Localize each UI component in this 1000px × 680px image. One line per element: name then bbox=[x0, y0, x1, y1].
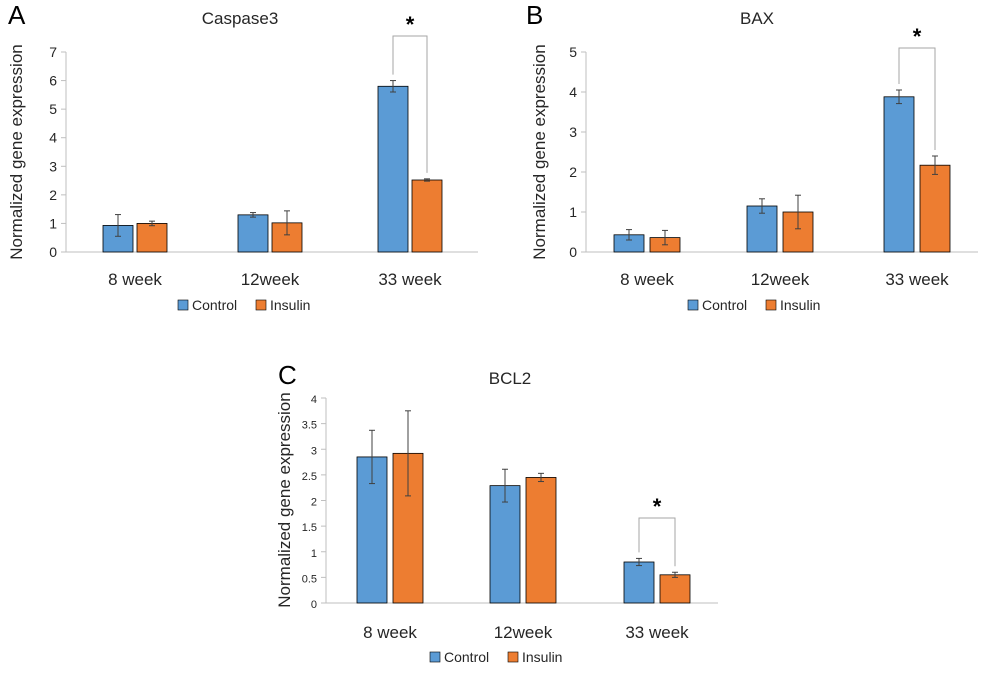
y-tick-label: 7 bbox=[49, 44, 57, 60]
legend-swatch-insulin bbox=[765, 299, 777, 311]
legend-swatch-insulin bbox=[255, 299, 267, 311]
panel-letter: A bbox=[8, 0, 26, 30]
bar-control bbox=[377, 85, 409, 253]
y-tick-label: 0 bbox=[569, 244, 577, 260]
x-tick-label: 8 week bbox=[108, 270, 162, 289]
y-tick-label: 4 bbox=[49, 130, 57, 146]
legend-label-insulin: Insulin bbox=[270, 297, 310, 313]
x-tick-label: 12week bbox=[241, 270, 300, 289]
bar-control bbox=[237, 214, 269, 253]
y-tick-label: 0 bbox=[311, 599, 317, 611]
y-tick-label: 1 bbox=[49, 215, 57, 231]
chart-panel-b: B BAX 0 1 2 3 4 5 Normalized gene expression 8 we… bbox=[526, 0, 978, 313]
significance-star: * bbox=[406, 12, 415, 37]
x-tick-label: 8 week bbox=[620, 270, 674, 289]
panel-letter: C bbox=[278, 360, 297, 390]
panel-letter: B bbox=[526, 0, 543, 30]
y-tick-label: 1 bbox=[569, 204, 577, 220]
legend-swatch-control bbox=[687, 299, 699, 311]
y-tick-label: 1.5 bbox=[302, 522, 317, 534]
x-tick-label: 12week bbox=[751, 270, 810, 289]
significance-star: * bbox=[653, 494, 662, 519]
legend-swatch-insulin bbox=[507, 651, 519, 663]
y-tick-label: 3 bbox=[311, 445, 317, 457]
legend-label-control: Control bbox=[444, 649, 489, 665]
legend-label-control: Control bbox=[702, 297, 747, 313]
bar-insulin bbox=[411, 179, 443, 253]
y-axis-label: Normalized gene expression bbox=[275, 392, 294, 607]
x-tick-label: 33 week bbox=[625, 623, 689, 642]
significance-bracket bbox=[392, 35, 428, 173]
bar-insulin bbox=[659, 574, 691, 604]
y-tick-label: 6 bbox=[49, 73, 57, 89]
y-tick-label: 0 bbox=[49, 244, 57, 260]
legend-label-control: Control bbox=[192, 297, 237, 313]
bar-insulin bbox=[525, 477, 557, 604]
significance-bracket bbox=[898, 47, 936, 150]
bar-control bbox=[883, 96, 915, 253]
bar-control bbox=[623, 561, 655, 604]
x-tick-label: 33 week bbox=[885, 270, 949, 289]
chart-panel-a: A Caspase3 0 1 2 3 4 5 6 7 Normalized gene express… bbox=[7, 0, 478, 313]
x-tick-label: 8 week bbox=[363, 623, 417, 642]
y-tick-label: 4 bbox=[569, 84, 577, 100]
y-tick-label: 0.5 bbox=[302, 573, 317, 585]
y-tick-label: 5 bbox=[569, 44, 577, 60]
legend-swatch-control bbox=[429, 651, 441, 663]
y-tick-label: 3.5 bbox=[302, 420, 317, 432]
bar-control bbox=[489, 485, 521, 604]
y-tick-label: 3 bbox=[569, 124, 577, 140]
y-tick-label: 5 bbox=[49, 101, 57, 117]
y-tick-label: 3 bbox=[49, 158, 57, 174]
significance-star: * bbox=[913, 24, 922, 49]
y-tick-label: 2 bbox=[311, 497, 317, 509]
legend-label-insulin: Insulin bbox=[522, 649, 562, 665]
y-tick-label: 2.5 bbox=[302, 471, 317, 483]
x-tick-label: 33 week bbox=[378, 270, 442, 289]
x-tick-label: 12week bbox=[494, 623, 553, 642]
y-tick-label: 4 bbox=[311, 394, 317, 406]
y-tick-label: 2 bbox=[569, 164, 577, 180]
y-tick-label: 1 bbox=[311, 548, 317, 560]
legend-label-insulin: Insulin bbox=[780, 297, 820, 313]
legend-swatch-control bbox=[177, 299, 189, 311]
chart-title: BCL2 bbox=[489, 369, 532, 388]
chart-panel-c: C BCL2 0 0.5 1 1.5 2 2.5 3 3.5 4 Normalized gene ex… bbox=[275, 360, 718, 665]
bar-insulin bbox=[919, 164, 951, 253]
y-axis-label: Normalized gene expression bbox=[7, 44, 26, 259]
y-axis-label: Normalized gene expression bbox=[530, 44, 549, 259]
chart-title: Caspase3 bbox=[202, 9, 279, 28]
y-tick-label: 2 bbox=[49, 187, 57, 203]
significance-bracket bbox=[638, 517, 676, 567]
chart-title: BAX bbox=[740, 9, 774, 28]
bar-insulin bbox=[136, 223, 168, 253]
